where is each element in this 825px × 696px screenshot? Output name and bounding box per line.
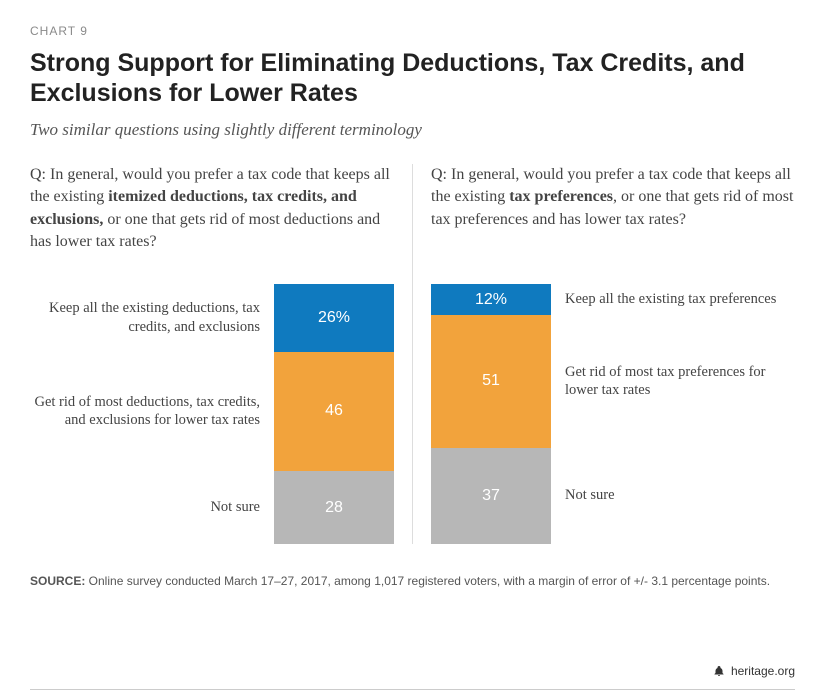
left-panel: Q: In general, would you prefer a tax co… [30, 164, 412, 544]
left-bar-column: 26% 46 28 [274, 284, 394, 544]
footer-brand: heritage.org [713, 664, 795, 678]
left-label-notsure: Not sure [30, 471, 274, 544]
source-text: Online survey conducted March 17–27, 201… [85, 574, 770, 588]
right-segment-notsure: 37 [431, 448, 551, 544]
source-label: SOURCE: [30, 574, 85, 588]
left-label-keep: Keep all the existing deductions, tax cr… [30, 284, 274, 352]
left-segment-notsure: 28 [274, 471, 394, 544]
left-labels-column: Keep all the existing deductions, tax cr… [30, 284, 274, 544]
right-labels-column: Keep all the existing tax preferences Ge… [551, 284, 795, 544]
right-question: Q: In general, would you prefer a tax co… [431, 164, 795, 258]
left-segment-getrid: 46 [274, 352, 394, 472]
right-label-keep: Keep all the existing tax preferences [551, 284, 795, 315]
chart-subtitle: Two similar questions using slightly dif… [30, 120, 795, 140]
right-label-getrid: Get rid of most tax preferences for lowe… [551, 315, 795, 448]
right-chart-area: 12% 51 37 Keep all the existing tax pref… [431, 284, 795, 544]
left-segment-keep: 26% [274, 284, 394, 352]
right-segment-getrid: 51 [431, 315, 551, 448]
footer-rule [30, 689, 795, 690]
right-label-notsure: Not sure [551, 448, 795, 544]
chart-title: Strong Support for Eliminating Deduction… [30, 48, 795, 108]
right-segment-keep: 12% [431, 284, 551, 315]
chart-number-label: CHART 9 [30, 24, 795, 38]
footer-brand-text: heritage.org [731, 664, 795, 678]
left-question: Q: In general, would you prefer a tax co… [30, 164, 394, 258]
panels-container: Q: In general, would you prefer a tax co… [30, 164, 795, 544]
right-bar-column: 12% 51 37 [431, 284, 551, 544]
right-question-bold: tax preferences [509, 188, 613, 205]
source-line: SOURCE: Online survey conducted March 17… [30, 574, 795, 588]
right-panel: Q: In general, would you prefer a tax co… [413, 164, 795, 544]
left-label-getrid: Get rid of most deductions, tax credits,… [30, 352, 274, 472]
bell-icon [713, 665, 725, 677]
left-chart-area: Keep all the existing deductions, tax cr… [30, 284, 394, 544]
